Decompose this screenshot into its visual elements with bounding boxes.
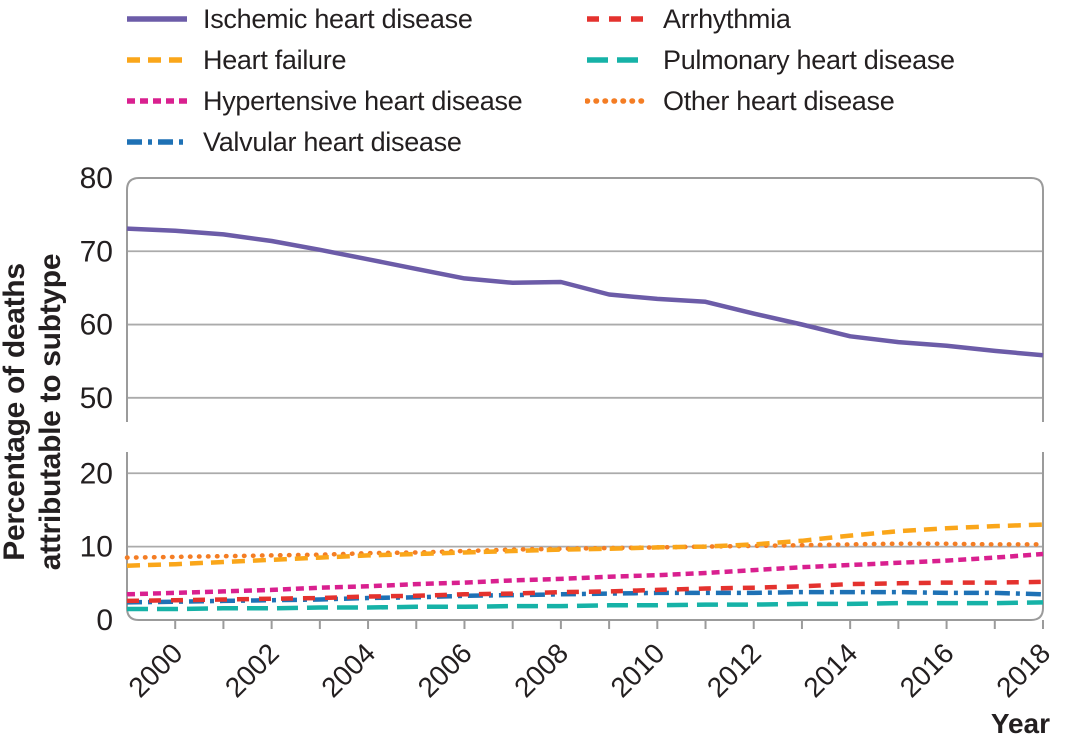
x-axis-title: Year xyxy=(991,708,1050,739)
series-line-valvular-heart-disease xyxy=(126,589,1044,605)
legend-item-valvular-heart-disease: Valvular heart disease xyxy=(125,125,462,159)
series-lines xyxy=(124,226,1046,612)
x-tick-label: 2000 xyxy=(122,637,188,703)
y-tick-label: 70 xyxy=(80,235,113,268)
legend-item-other-heart-disease: Other heart disease xyxy=(585,84,895,118)
y-tick-label: 20 xyxy=(80,457,113,490)
legend-marker-valvular-heart-disease xyxy=(127,139,187,145)
legend-marker-arrhythmia xyxy=(587,16,647,22)
legend-marker-pulmonary-heart-disease xyxy=(587,57,647,63)
y-tick-label: 0 xyxy=(96,604,113,637)
legend-label: Other heart disease xyxy=(663,85,895,116)
legend-item-arrhythmia: Arrhythmia xyxy=(585,2,791,36)
top-panel-border xyxy=(126,177,1044,422)
x-tick-label: 2018 xyxy=(990,637,1056,703)
legend-item-pulmonary-heart-disease: Pulmonary heart disease xyxy=(585,43,955,77)
y-tick-label: 80 xyxy=(80,162,113,195)
legend-label: Heart failure xyxy=(203,44,347,75)
legend-marker-hypertensive-heart-disease xyxy=(127,98,187,104)
legend-label: Ischemic heart disease xyxy=(203,3,473,34)
legend-item-heart-failure: Heart failure xyxy=(125,43,346,77)
x-tick-label: 2008 xyxy=(508,637,574,703)
y-tick-label: 50 xyxy=(80,382,113,415)
y-tick-label: 60 xyxy=(80,309,113,342)
legend-item-ischemic-heart-disease: Ischemic heart disease xyxy=(125,2,473,36)
x-tick-label: 2014 xyxy=(797,637,863,703)
legend-label: Arrhythmia xyxy=(663,3,791,34)
legend-item-hypertensive-heart-disease: Hypertensive heart disease xyxy=(125,84,523,118)
x-tick-label: 2002 xyxy=(219,637,285,703)
plot-panels xyxy=(126,177,1044,621)
legend-label: Pulmonary heart disease xyxy=(663,44,955,75)
x-axis-ticks xyxy=(174,620,1044,629)
gridlines xyxy=(128,250,1042,548)
x-axis-labels: 2000 2002 2004 2006 2008 2010 2012 2014 2016 2018 xyxy=(122,637,1056,703)
legend-label: Hypertensive heart disease xyxy=(203,85,523,116)
x-tick-label: 2012 xyxy=(701,637,767,703)
x-tick-label: 2006 xyxy=(412,637,478,703)
series-line-other-heart-disease xyxy=(124,541,1046,560)
x-tick-label: 2004 xyxy=(315,637,381,703)
legend-label: Valvular heart disease xyxy=(203,126,462,157)
series-line-ischemic-heart-disease xyxy=(126,226,1044,358)
x-tick-label: 2010 xyxy=(605,637,671,703)
legend-marker-ischemic-heart-disease xyxy=(127,16,187,22)
x-tick-label: 2016 xyxy=(894,637,960,703)
legend-marker-heart-failure xyxy=(127,57,187,63)
y-tick-label: 10 xyxy=(80,531,113,564)
series-line-pulmonary-heart-disease xyxy=(127,600,1044,612)
y-axis-labels: 50 60 70 80 0 10 20 xyxy=(80,162,113,637)
series-line-heart-failure xyxy=(126,522,1044,568)
legend-marker-other-heart-disease xyxy=(585,98,649,104)
bottom-panel-border xyxy=(126,452,1044,621)
series-line-hypertensive-heart-disease xyxy=(126,551,1044,597)
